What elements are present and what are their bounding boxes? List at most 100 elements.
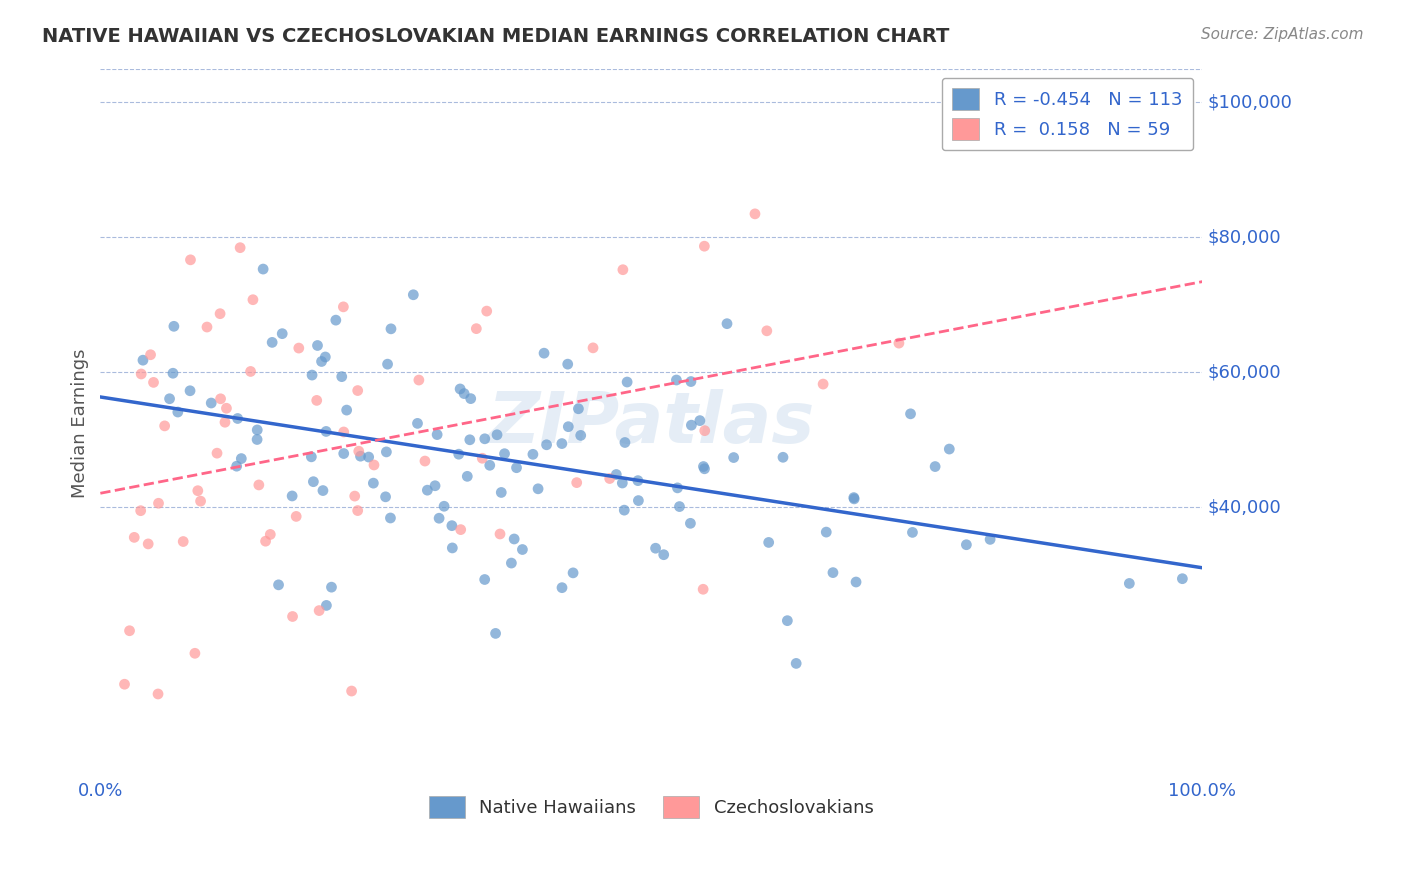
Point: [314, 350, 336, 364]
Point: [758, 535, 780, 549]
Point: [955, 538, 977, 552]
Point: [440, 518, 463, 533]
Point: [166, 405, 188, 419]
Point: [426, 427, 449, 442]
Point: [307, 338, 329, 352]
Point: [187, 483, 209, 498]
Point: [246, 433, 269, 447]
Point: [689, 414, 711, 428]
Point: [665, 373, 688, 387]
Point: [668, 500, 690, 514]
Point: [288, 341, 311, 355]
Point: [616, 375, 638, 389]
Point: [692, 582, 714, 597]
Point: [402, 287, 425, 301]
Point: [449, 382, 471, 396]
Point: [209, 392, 232, 406]
Text: $40,000: $40,000: [1208, 499, 1281, 516]
Point: [163, 319, 186, 334]
Point: [225, 459, 247, 474]
Point: [214, 415, 236, 429]
Point: [148, 496, 170, 510]
Point: [776, 614, 799, 628]
Text: NATIVE HAWAIIAN VS CZECHOSLOVAKIAN MEDIAN EARNINGS CORRELATION CHART: NATIVE HAWAIIAN VS CZECHOSLOVAKIAN MEDIA…: [42, 27, 949, 45]
Point: [301, 368, 323, 382]
Point: [254, 534, 277, 549]
Point: [613, 503, 636, 517]
Point: [845, 574, 868, 589]
Point: [315, 425, 337, 439]
Point: [239, 364, 262, 378]
Point: [900, 407, 922, 421]
Point: [679, 375, 702, 389]
Point: [716, 317, 738, 331]
Point: [347, 444, 370, 458]
Point: [146, 687, 169, 701]
Point: [363, 476, 385, 491]
Point: [979, 533, 1001, 547]
Point: [142, 376, 165, 390]
Point: [569, 428, 592, 442]
Point: [501, 556, 523, 570]
Point: [489, 527, 512, 541]
Point: [259, 527, 281, 541]
Point: [557, 419, 579, 434]
Point: [231, 451, 253, 466]
Point: [447, 447, 470, 461]
Point: [267, 578, 290, 592]
Point: [433, 500, 456, 514]
Point: [209, 307, 232, 321]
Point: [744, 207, 766, 221]
Point: [311, 354, 333, 368]
Point: [453, 386, 475, 401]
Point: [114, 677, 136, 691]
Point: [215, 401, 238, 416]
Point: [325, 313, 347, 327]
Point: [821, 566, 844, 580]
Point: [281, 609, 304, 624]
Point: [340, 684, 363, 698]
Point: [423, 479, 446, 493]
Point: [565, 475, 588, 490]
Point: [377, 357, 399, 371]
Point: [332, 425, 354, 439]
Point: [305, 393, 328, 408]
Point: [129, 504, 152, 518]
Point: [693, 239, 716, 253]
Point: [271, 326, 294, 341]
Point: [612, 475, 634, 490]
Point: [375, 445, 398, 459]
Point: [887, 336, 910, 351]
Legend: Native Hawaiians, Czechoslovakians: Native Hawaiians, Czechoslovakians: [422, 789, 882, 825]
Point: [924, 459, 946, 474]
Point: [567, 401, 589, 416]
Point: [229, 241, 252, 255]
Point: [246, 423, 269, 437]
Point: [1171, 572, 1194, 586]
Point: [627, 474, 650, 488]
Point: [458, 433, 481, 447]
Point: [491, 485, 513, 500]
Point: [512, 542, 534, 557]
Point: [505, 460, 527, 475]
Point: [242, 293, 264, 307]
Point: [562, 566, 585, 580]
Point: [456, 469, 478, 483]
Y-axis label: Median Earnings: Median Earnings: [72, 348, 89, 498]
Point: [612, 262, 634, 277]
Point: [179, 384, 201, 398]
Point: [129, 367, 152, 381]
Point: [357, 450, 380, 464]
Point: [413, 454, 436, 468]
Point: [416, 483, 439, 498]
Point: [281, 489, 304, 503]
Point: [533, 346, 555, 360]
Point: [315, 599, 337, 613]
Point: [427, 511, 450, 525]
Point: [460, 392, 482, 406]
Point: [118, 624, 141, 638]
Point: [815, 525, 838, 540]
Point: [755, 324, 778, 338]
Point: [644, 541, 666, 556]
Point: [811, 377, 834, 392]
